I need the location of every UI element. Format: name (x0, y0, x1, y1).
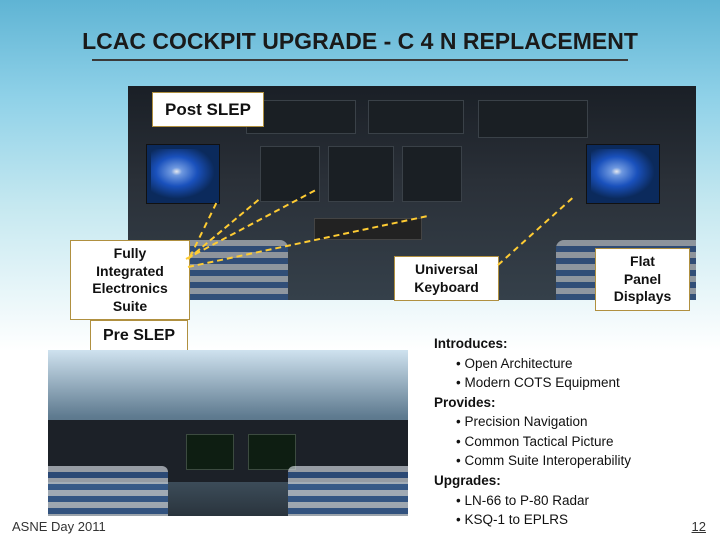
center-panel (402, 146, 462, 202)
flat-panel-left (146, 144, 220, 204)
label-universal-keyboard: Universal Keyboard (394, 256, 499, 301)
list-item: • LN-66 to P-80 Radar (434, 491, 694, 511)
list-item: • Common Tactical Picture (434, 432, 694, 452)
crew-seat (288, 466, 408, 516)
upgrades-heading: Upgrades: (434, 471, 694, 491)
overhead-panel (478, 100, 588, 138)
crt-screen (248, 434, 296, 470)
list-item: • Modern COTS Equipment (434, 373, 694, 393)
slide-title: LCAC COCKPIT UPGRADE - C 4 N REPLACEMENT (0, 0, 720, 59)
label-fully-integrated: Fully Integrated Electronics Suite (70, 240, 190, 320)
list-item: • Open Architecture (434, 354, 694, 374)
provides-heading: Provides: (434, 393, 694, 413)
list-item: • Precision Navigation (434, 412, 694, 432)
footer-event: ASNE Day 2011 (12, 519, 106, 534)
label-flat-panel: Flat Panel Displays (595, 248, 690, 311)
benefits-list: Introduces: • Open Architecture • Modern… (434, 334, 694, 530)
label-pre-slep: Pre SLEP (90, 320, 188, 352)
list-item: • KSQ-1 to EPLRS (434, 510, 694, 530)
pre-slep-photo (48, 350, 408, 516)
center-panel (328, 146, 394, 202)
crt-screen (186, 434, 234, 470)
overhead-panel (368, 100, 464, 134)
introduces-heading: Introduces: (434, 334, 694, 354)
flat-panel-right (586, 144, 660, 204)
title-underline (92, 59, 628, 61)
crew-seat (48, 466, 168, 516)
list-item: • Comm Suite Interoperability (434, 451, 694, 471)
label-post-slep: Post SLEP (152, 92, 264, 127)
page-number: 12 (692, 519, 706, 534)
